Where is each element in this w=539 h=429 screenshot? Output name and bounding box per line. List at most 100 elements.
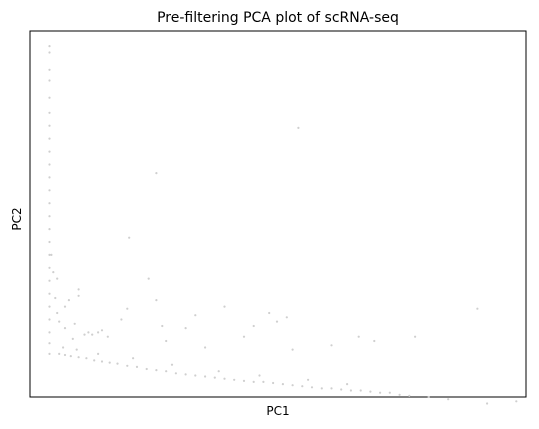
data-point (48, 279, 51, 282)
data-point (106, 335, 109, 338)
data-point (414, 335, 417, 338)
data-point (373, 339, 376, 343)
data-point (301, 385, 304, 388)
data-point (58, 320, 61, 323)
data-point (48, 150, 51, 153)
data-points (48, 45, 518, 405)
data-point (242, 335, 246, 338)
data-point (77, 288, 80, 291)
data-point (56, 311, 59, 315)
data-point (204, 375, 207, 378)
data-point (223, 305, 226, 308)
data-point (369, 390, 372, 393)
data-point (213, 376, 216, 379)
data-point (87, 331, 90, 334)
data-point (310, 386, 314, 389)
data-point (184, 373, 187, 376)
data-point (85, 357, 88, 360)
data-point (258, 374, 261, 377)
data-point (217, 370, 220, 373)
data-point (357, 335, 360, 338)
data-point (48, 228, 51, 231)
data-point (63, 353, 67, 357)
data-point (262, 380, 265, 383)
data-point (233, 378, 236, 381)
data-point (320, 387, 323, 390)
data-point (108, 361, 111, 364)
data-point (126, 307, 129, 310)
data-point (447, 398, 450, 401)
data-point (170, 363, 174, 366)
data-point (54, 296, 57, 300)
data-point (268, 311, 271, 315)
data-point (97, 331, 100, 334)
data-point (398, 393, 401, 396)
data-point (100, 360, 104, 363)
data-point (346, 383, 349, 386)
data-point (91, 333, 94, 336)
data-point (184, 327, 187, 330)
data-point (116, 362, 119, 365)
data-point (63, 327, 67, 330)
data-point (75, 348, 78, 351)
data-point (52, 271, 55, 274)
data-point (77, 294, 80, 297)
data-point (120, 318, 123, 321)
data-point (388, 391, 391, 394)
x-axis-label: PC1 (266, 404, 289, 418)
plot-frame (29, 30, 527, 398)
data-point (476, 307, 479, 310)
data-point (48, 342, 51, 345)
data-point (285, 316, 288, 319)
data-point (275, 320, 279, 323)
data-point (161, 324, 164, 328)
data-point (48, 45, 51, 48)
data-point (349, 389, 352, 392)
data-point (330, 344, 333, 347)
data-point (252, 380, 255, 383)
data-point (48, 51, 51, 54)
data-point (291, 384, 294, 387)
data-point (97, 352, 100, 355)
data-point (67, 299, 70, 302)
data-point (48, 176, 51, 179)
data-point (48, 240, 51, 244)
data-point (135, 365, 139, 368)
data-point (48, 202, 51, 205)
data-point (48, 189, 51, 192)
data-point (223, 377, 226, 380)
data-point (147, 277, 150, 280)
data-point (48, 318, 51, 321)
data-point (128, 236, 131, 239)
data-point (291, 348, 294, 351)
data-point (359, 389, 362, 392)
data-point (62, 346, 65, 349)
data-point (58, 352, 61, 355)
data-point (379, 391, 382, 394)
data-point (408, 394, 411, 397)
data-point (48, 292, 51, 295)
data-point (340, 388, 343, 391)
data-point (126, 364, 129, 367)
data-point (486, 402, 489, 405)
data-point (307, 378, 310, 381)
data-point (194, 374, 197, 377)
data-point (281, 383, 284, 386)
data-point (48, 331, 51, 334)
data-point (73, 322, 76, 325)
data-point (252, 324, 255, 328)
data-point (165, 339, 168, 343)
y-axis-label: PC2 (10, 207, 24, 230)
data-point (56, 277, 59, 280)
data-point (330, 387, 333, 390)
data-point (515, 400, 518, 403)
data-point (145, 367, 148, 371)
data-point (48, 68, 51, 71)
data-point (48, 137, 51, 140)
data-point (48, 305, 51, 308)
data-point (48, 96, 51, 99)
data-point (100, 329, 104, 332)
data-point (48, 111, 51, 114)
data-point (48, 215, 51, 218)
